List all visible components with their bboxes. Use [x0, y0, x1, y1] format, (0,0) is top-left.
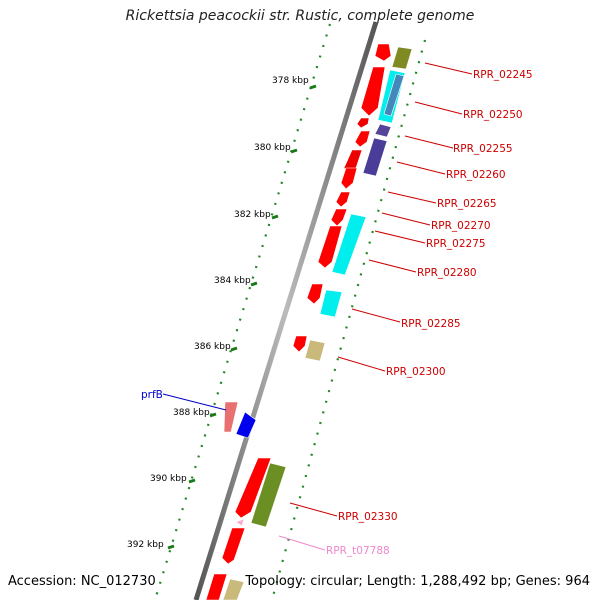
ruler-label: 388 kbp [173, 408, 210, 418]
gene-label: RPR_02300 [386, 366, 446, 378]
outer-features [222, 46, 413, 600]
gene-label: RPR_02250 [463, 109, 523, 121]
ruler-label: 390 kbp [150, 474, 187, 484]
accession-text: Accession: NC_012730 [8, 574, 156, 589]
inner-features [205, 43, 392, 600]
inner-ruler-track [153, 23, 332, 600]
gene-label: RPR_02245 [473, 69, 533, 81]
ruler-ticks [167, 84, 317, 550]
ruler-label: 382 kbp [234, 210, 271, 220]
gene-label: RPR_02270 [431, 220, 491, 232]
gene-label: RPR_02260 [446, 169, 506, 181]
gene-label: RPR_02285 [401, 318, 461, 330]
prfB-leader [162, 393, 227, 411]
ruler-label: 384 kbp [214, 276, 251, 286]
ruler-label: 380 kbp [254, 143, 291, 153]
trna-label: RPR_t07788 [326, 545, 390, 557]
named-gene-label: prfB [141, 389, 163, 401]
genome-stats-text: Topology: circular; Length: 1,288,492 bp… [245, 574, 590, 589]
gene-label: RPR_02330 [338, 511, 398, 523]
trna-leader [278, 535, 326, 551]
genome-backbone [193, 21, 379, 600]
ruler-label: 386 kbp [194, 342, 231, 352]
gene-label: RPR_02255 [453, 143, 513, 155]
gene-label: RPR_02265 [437, 198, 497, 210]
map-title: Rickettsia peacockii str. Rustic, comple… [125, 8, 475, 24]
ruler-label: 392 kbp [127, 540, 164, 550]
label-leaders [289, 62, 473, 517]
ruler-label: 378 kbp [272, 76, 309, 86]
gene-label: RPR_02280 [417, 267, 477, 279]
gene-label: RPR_02275 [426, 238, 486, 250]
